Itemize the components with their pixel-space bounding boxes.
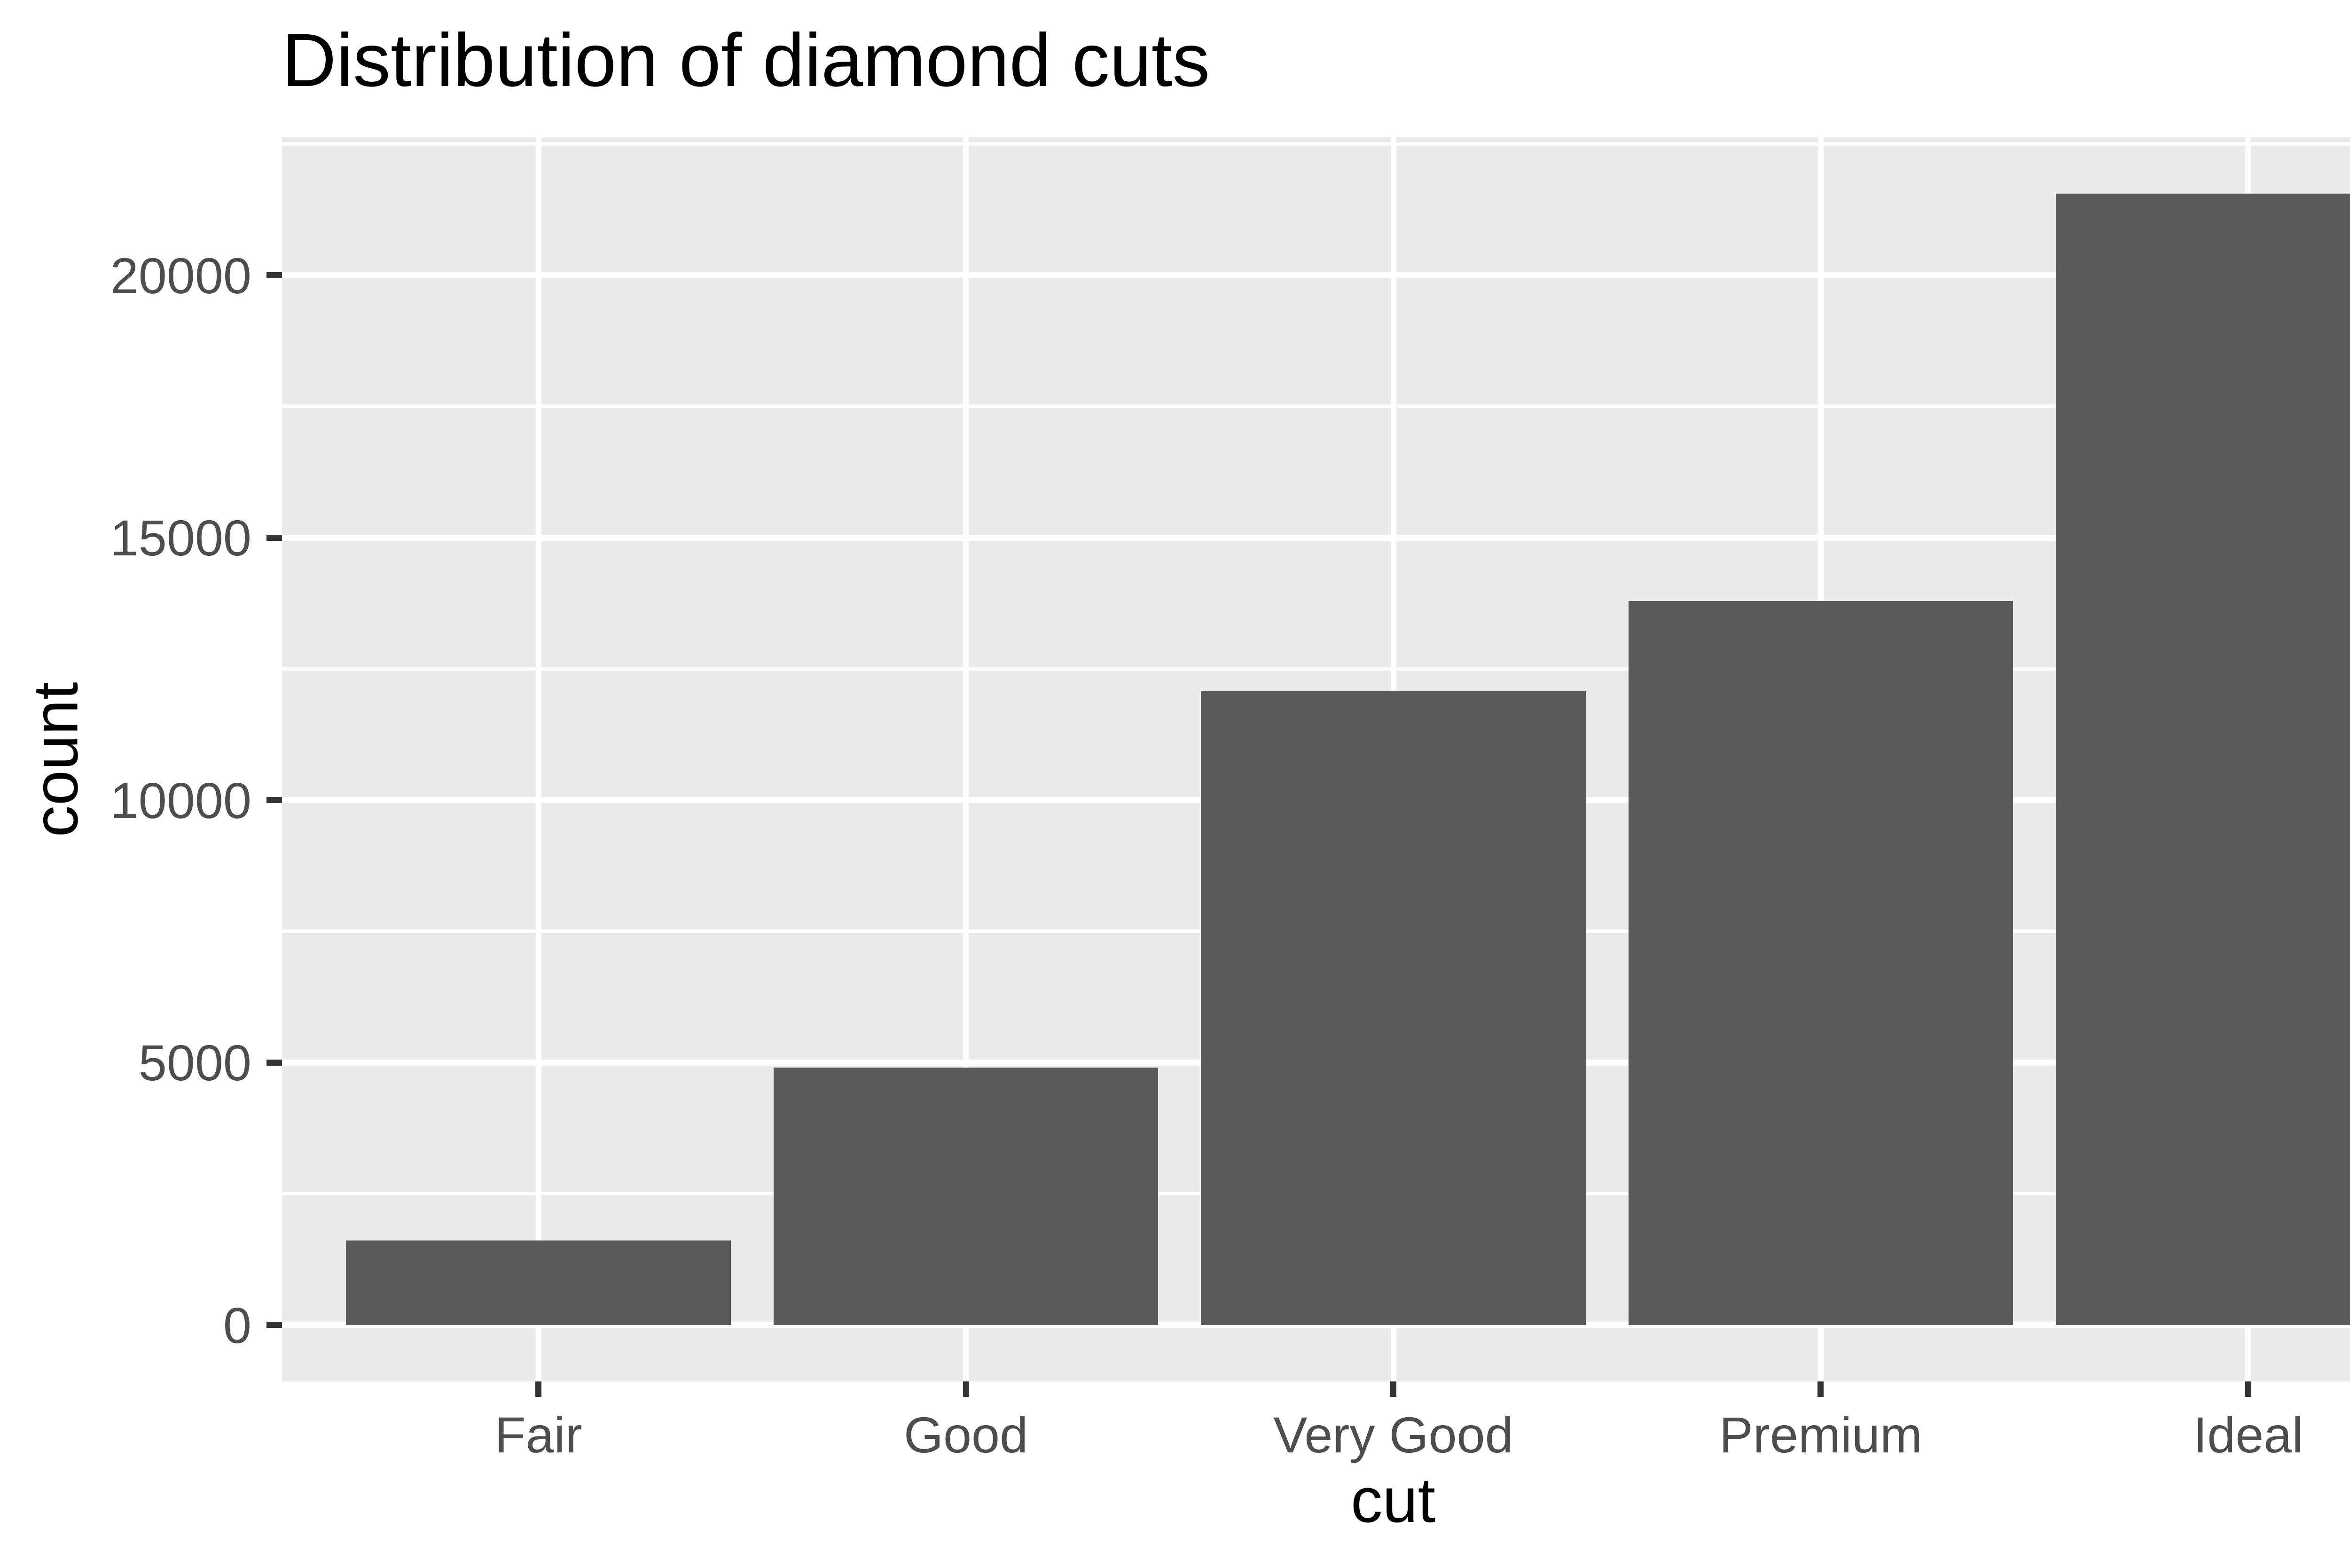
x-tick-label-fair: Fair	[494, 1406, 582, 1463]
x-tick-label-good: Good	[903, 1406, 1028, 1463]
y-gridline-major-20000	[282, 272, 2350, 279]
x-gridline-fair	[535, 137, 541, 1381]
x-tick-mark-ideal	[2245, 1381, 2251, 1397]
x-tick-label-premium: Premium	[1719, 1406, 1922, 1463]
y-tick-mark-5000	[266, 1059, 282, 1066]
bar-premium	[1628, 601, 2013, 1325]
bar-good	[773, 1067, 1159, 1325]
x-tick-mark-very-good	[1390, 1381, 1396, 1397]
x-tick-label-very-good: Very Good	[1273, 1406, 1513, 1463]
x-tick-mark-fair	[535, 1381, 542, 1397]
x-tick-mark-premium	[1817, 1381, 1824, 1397]
x-axis-title: cut	[1350, 1465, 1436, 1536]
bar-very-good	[1201, 691, 1586, 1325]
y-tick-mark-10000	[266, 797, 282, 804]
chart-title: Distribution of diamond cuts	[282, 18, 1210, 102]
y-tick-label-0: 0	[223, 1296, 251, 1354]
y-tick-mark-15000	[266, 534, 282, 541]
bar-fair	[346, 1240, 731, 1325]
y-gridline-minor-17500	[282, 405, 2350, 408]
y-tick-label-20000: 20000	[110, 247, 251, 304]
x-tick-mark-good	[963, 1381, 969, 1397]
y-tick-mark-0	[266, 1322, 282, 1328]
y-axis-title-text: count	[20, 682, 91, 837]
y-tick-mark-20000	[266, 272, 282, 279]
bar-ideal	[2056, 194, 2350, 1325]
y-tick-label-5000: 5000	[138, 1034, 251, 1092]
plot-panel	[282, 137, 2350, 1381]
y-tick-label-15000: 15000	[110, 509, 251, 567]
y-tick-label-10000: 10000	[110, 772, 251, 829]
y-gridline-minor-22500	[282, 142, 2350, 146]
y-gridline-major-15000	[282, 534, 2350, 541]
y-gridline-minor-12500	[282, 667, 2350, 671]
x-tick-label-ideal: Ideal	[2193, 1406, 2303, 1463]
